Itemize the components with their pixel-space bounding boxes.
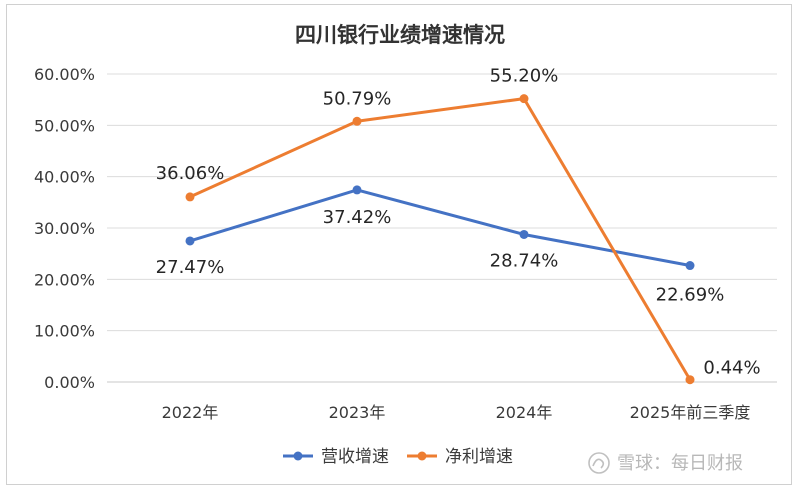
y-tick-label: 50.00% <box>34 116 95 135</box>
legend-label: 营收增速 <box>321 447 389 467</box>
legend-label: 净利增速 <box>445 447 513 467</box>
x-tick-label: 2025年前三季度 <box>630 403 751 422</box>
profit-data-label: 0.44% <box>703 358 760 379</box>
revenue-growth-point <box>185 236 195 246</box>
profit-data-label: 50.79% <box>323 88 392 109</box>
data-labels: 27.47% 37.42% 28.74% 22.69% 36.06% 50.79% 55.2… <box>156 66 761 379</box>
profit-data-label: 36.06% <box>156 163 225 184</box>
y-tick-label: 10.00% <box>34 322 95 341</box>
y-tick-label: 20.00% <box>34 270 95 289</box>
x-tick-label: 2023年 <box>329 403 386 422</box>
revenue-data-label: 37.42% <box>323 207 392 228</box>
watermark: 雪球：每日财报 <box>588 452 743 474</box>
y-axis-ticks: 0.00% 10.00% 20.00% 30.00% 40.00% 50.00% 60.00… <box>34 65 95 392</box>
watermark-text: 雪球：每日财报 <box>617 453 743 474</box>
revenue-growth-line <box>188 188 692 268</box>
y-tick-label: 60.00% <box>34 65 95 84</box>
y-tick-label: 30.00% <box>34 219 95 238</box>
revenue-growth-point <box>519 229 529 239</box>
profit-growth-point <box>185 192 195 202</box>
snowball-icon <box>588 452 610 474</box>
chart-title: 四川银行业绩增速情况 <box>295 23 505 47</box>
legend-swatch-marker <box>293 451 303 461</box>
profit-growth-point <box>685 375 695 385</box>
x-tick-label: 2022年 <box>162 403 219 422</box>
legend-swatch-marker <box>417 451 427 461</box>
x-axis-ticks: 2022年 2023年 2024年 2025年前三季度 <box>162 403 751 422</box>
y-tick-label: 0.00% <box>44 373 95 392</box>
line-chart: 四川银行业绩增速情况 0.00% 10.00% 20.00% 30.00% 40.00%… <box>34 23 777 474</box>
revenue-data-label: 22.69% <box>656 285 725 306</box>
y-tick-label: 40.00% <box>34 168 95 187</box>
series-layer <box>185 94 695 385</box>
profit-growth-point <box>352 116 362 126</box>
profit-growth-line <box>188 97 692 382</box>
revenue-growth-point <box>685 261 695 271</box>
chart-frame: 四川银行业绩增速情况 0.00% 10.00% 20.00% 30.00% 40.00%… <box>6 4 792 485</box>
legend: 营收增速 净利增速 <box>283 447 513 467</box>
x-tick-label: 2024年 <box>496 403 553 422</box>
profit-data-label: 55.20% <box>490 66 559 87</box>
revenue-growth-point <box>352 185 362 195</box>
profit-growth-point <box>519 94 529 104</box>
revenue-data-label: 28.74% <box>490 250 559 271</box>
revenue-data-label: 27.47% <box>156 257 225 278</box>
grid-lines <box>107 73 777 383</box>
